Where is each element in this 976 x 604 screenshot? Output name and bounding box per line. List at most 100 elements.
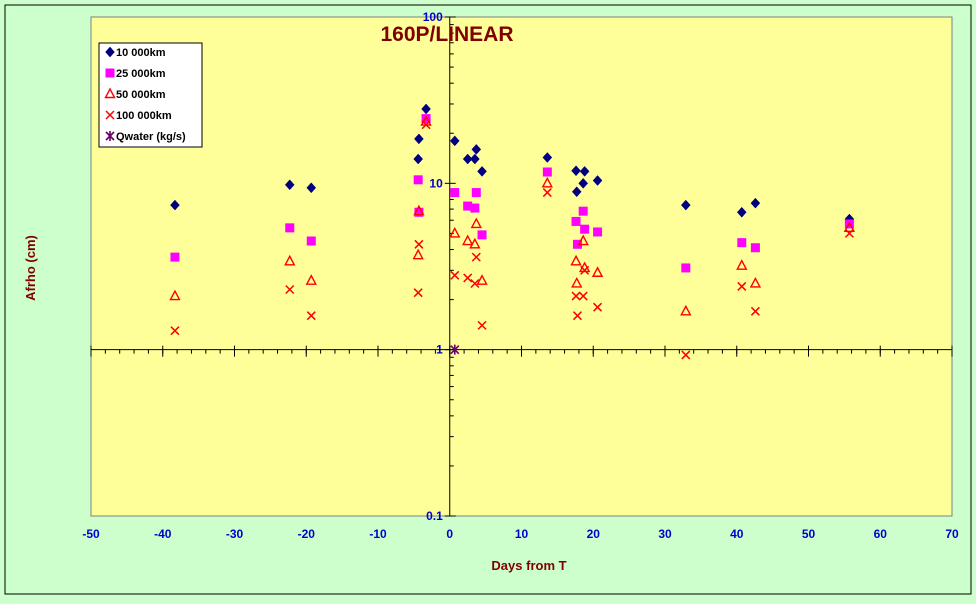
data-point bbox=[169, 289, 181, 301]
data-point bbox=[593, 302, 603, 312]
data-point bbox=[750, 306, 760, 316]
x-tick-label: 10 bbox=[515, 527, 529, 541]
legend-item: 10 000km bbox=[105, 46, 166, 59]
data-point bbox=[571, 216, 581, 226]
data-point bbox=[572, 239, 582, 249]
data-point bbox=[681, 350, 691, 360]
x-tick-label: 60 bbox=[874, 527, 888, 541]
data-point bbox=[306, 182, 317, 194]
legend-marker bbox=[104, 87, 116, 99]
data-point bbox=[749, 276, 762, 288]
data-point bbox=[170, 252, 180, 262]
data-point bbox=[736, 206, 747, 218]
data-point bbox=[680, 304, 692, 316]
x-tick-label: 30 bbox=[658, 527, 672, 541]
y-tick-label: 0.1 bbox=[426, 509, 443, 523]
y-tick-label: 10 bbox=[429, 176, 443, 190]
legend-label: 100 000km bbox=[116, 110, 172, 122]
data-point bbox=[737, 238, 747, 248]
legend-item: 25 000km bbox=[105, 68, 166, 80]
data-point bbox=[421, 120, 431, 130]
data-point bbox=[471, 144, 482, 155]
data-point bbox=[571, 291, 581, 301]
data-point bbox=[414, 207, 424, 217]
legend-label: 50 000km bbox=[116, 89, 166, 101]
data-point bbox=[593, 227, 603, 237]
y-tick-label: 100 bbox=[423, 10, 443, 24]
data-point bbox=[477, 320, 487, 330]
data-point bbox=[750, 243, 760, 253]
data-point bbox=[737, 281, 747, 291]
data-point bbox=[284, 179, 295, 191]
x-tick-label: 40 bbox=[730, 527, 744, 541]
x-tick-label: -40 bbox=[154, 527, 172, 541]
data-point bbox=[476, 274, 488, 285]
axes-layer bbox=[91, 17, 952, 516]
y-axis-title: Afrho (cm) bbox=[23, 235, 38, 301]
x-tick-label: 0 bbox=[446, 527, 453, 541]
data-point bbox=[843, 221, 856, 233]
data-point bbox=[578, 177, 589, 189]
data-point bbox=[471, 252, 481, 262]
data-point bbox=[285, 223, 295, 233]
data-point bbox=[571, 276, 583, 288]
x-tick-label: 50 bbox=[802, 527, 816, 541]
data-point bbox=[413, 153, 424, 165]
series-star bbox=[450, 344, 460, 355]
data-point bbox=[470, 153, 480, 165]
data-point bbox=[477, 230, 487, 240]
data-point bbox=[736, 259, 748, 270]
legend-label: 10 000km bbox=[116, 47, 166, 59]
data-point bbox=[469, 237, 481, 249]
data-point bbox=[470, 203, 480, 213]
x-tick-label: -20 bbox=[298, 527, 316, 541]
data-point bbox=[541, 176, 553, 188]
data-point bbox=[681, 263, 691, 273]
data-point bbox=[570, 254, 582, 266]
data-point bbox=[577, 234, 589, 246]
data-point bbox=[414, 239, 424, 249]
x-tick-label: -10 bbox=[369, 527, 387, 541]
data-point bbox=[579, 166, 590, 177]
legend-label: Qwater (kg/s) bbox=[116, 131, 186, 143]
data-point bbox=[470, 217, 482, 229]
legend-marker bbox=[105, 68, 115, 78]
data-point bbox=[471, 188, 481, 198]
data-point bbox=[578, 291, 588, 301]
data-point bbox=[542, 188, 552, 198]
data-point bbox=[285, 284, 295, 295]
data-point bbox=[463, 201, 473, 211]
data-point bbox=[306, 311, 316, 321]
points-layer bbox=[169, 103, 856, 360]
data-point bbox=[306, 236, 316, 246]
data-point bbox=[680, 199, 691, 211]
data-point bbox=[580, 224, 590, 234]
x-tick-label: 70 bbox=[945, 527, 959, 541]
series-x bbox=[170, 120, 854, 360]
data-point bbox=[462, 234, 474, 246]
data-point bbox=[844, 228, 854, 238]
legend-marker bbox=[105, 110, 115, 120]
data-point bbox=[470, 278, 480, 289]
data-point bbox=[578, 206, 588, 216]
data-point bbox=[449, 135, 460, 147]
series-diamond bbox=[170, 103, 855, 225]
data-point bbox=[305, 274, 317, 285]
x-axis-title: Days from T bbox=[491, 558, 566, 573]
legend-items: 10 000km 25 000km 50 000km 100 000km Qwater … bbox=[104, 46, 186, 143]
data-point bbox=[421, 103, 431, 115]
plot-area bbox=[90, 16, 953, 517]
data-point bbox=[750, 197, 761, 209]
x-tick-label: 20 bbox=[587, 527, 601, 541]
data-point bbox=[542, 167, 552, 177]
legend-item: 50 000km bbox=[104, 87, 166, 101]
legend-box bbox=[98, 42, 203, 148]
data-point bbox=[412, 248, 424, 260]
data-point bbox=[284, 254, 296, 266]
data-point bbox=[477, 166, 487, 177]
data-point bbox=[413, 175, 423, 185]
legend-label: 25 000km bbox=[116, 68, 166, 80]
data-point bbox=[450, 344, 460, 355]
